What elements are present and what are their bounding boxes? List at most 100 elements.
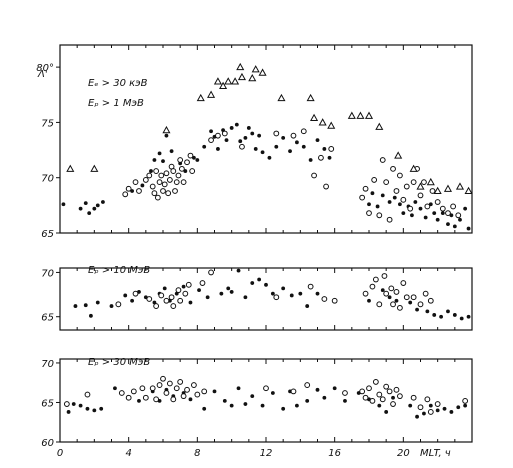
data-point-filled-circle <box>229 290 234 294</box>
data-point-filled-circle <box>140 183 145 188</box>
data-point-filled-circle <box>130 298 135 303</box>
data-point-filled-circle <box>315 387 320 392</box>
data-point-open-circle <box>208 269 214 276</box>
data-point-filled-circle <box>305 304 310 308</box>
data-point-open-circle <box>161 181 168 188</box>
data-point-open-triangle <box>277 93 286 102</box>
data-point-filled-circle <box>101 200 105 204</box>
data-point-open-circle <box>383 290 390 297</box>
data-point-open-circle <box>397 172 403 179</box>
data-point-open-triangle <box>318 118 327 126</box>
data-point-open-circle <box>439 205 446 212</box>
data-point-filled-circle <box>257 277 262 282</box>
data-point-open-circle <box>376 212 383 219</box>
data-point-open-circle <box>407 205 414 212</box>
y-tick-label: 70 <box>41 174 54 185</box>
data-point-filled-circle <box>205 295 210 300</box>
data-point-open-triangle <box>375 122 384 130</box>
data-point-filled-circle <box>315 138 320 143</box>
data-point-filled-circle <box>264 282 268 287</box>
data-point-open-circle <box>149 183 156 190</box>
data-point-filled-circle <box>92 206 97 211</box>
data-point-open-triangle <box>416 182 425 190</box>
data-point-open-triangle <box>90 164 99 172</box>
data-point-open-circle <box>427 297 434 304</box>
x-tick-label: 8 <box>194 448 200 459</box>
data-point-open-circle <box>369 397 376 404</box>
data-point-filled-circle <box>301 144 306 149</box>
data-point-open-circle <box>273 130 280 137</box>
x-tick-label: 16 <box>328 448 341 459</box>
data-point-open-circle <box>383 383 390 390</box>
data-point-open-circle <box>166 380 173 387</box>
data-point-filled-circle <box>212 389 217 394</box>
data-point-open-circle <box>178 165 185 172</box>
y-tick-label: 70 <box>41 268 54 279</box>
data-point-open-triangle <box>248 73 257 82</box>
data-point-open-circle <box>422 290 429 297</box>
data-point-open-triangle <box>236 62 245 71</box>
data-point-open-circle <box>221 130 228 137</box>
data-point-open-circle <box>366 385 372 392</box>
data-point-filled-circle <box>295 403 299 408</box>
data-point-open-circle <box>136 188 142 194</box>
data-point-filled-circle <box>71 402 76 406</box>
data-point-filled-circle <box>432 313 437 317</box>
data-point-open-circle <box>417 301 424 308</box>
data-point-open-circle <box>177 157 184 163</box>
data-point-open-circle <box>362 290 369 297</box>
data-point-open-triangle <box>464 186 473 195</box>
data-point-filled-circle <box>109 304 114 308</box>
data-point-open-circle <box>170 168 177 174</box>
data-point-open-circle <box>397 304 403 311</box>
data-point-open-triangle <box>258 68 267 76</box>
data-point-open-triangle <box>409 164 418 172</box>
data-point-filled-circle <box>169 149 174 154</box>
data-point-filled-circle <box>384 410 389 414</box>
data-point-open-circle <box>156 179 163 186</box>
y-tick-label: 70 <box>41 359 54 370</box>
data-point-open-circle <box>263 385 269 392</box>
y-axis-title: Λ' <box>37 69 48 80</box>
data-point-open-triangle <box>213 77 222 85</box>
legend-entry: Eₚ > 1 МэВ <box>88 98 144 109</box>
data-point-filled-circle <box>452 224 457 229</box>
data-point-open-circle <box>125 185 132 192</box>
data-point-filled-circle <box>394 298 399 303</box>
data-point-filled-circle <box>92 408 97 413</box>
data-point-open-circle <box>379 157 386 163</box>
data-point-filled-circle <box>308 158 313 162</box>
data-point-open-circle <box>410 394 417 401</box>
panel-frame <box>59 267 473 331</box>
data-point-filled-circle <box>137 398 141 403</box>
data-point-open-circle <box>139 385 146 392</box>
data-point-filled-circle <box>367 298 371 303</box>
data-point-open-circle <box>381 273 388 279</box>
data-point-filled-circle <box>432 211 437 215</box>
data-point-filled-circle <box>209 129 213 134</box>
data-point-open-triangle <box>443 184 453 192</box>
data-point-filled-circle <box>257 133 262 138</box>
data-point-open-circle <box>328 146 335 152</box>
data-point-filled-circle <box>164 133 169 138</box>
data-point-open-circle <box>122 191 129 198</box>
legend-entry: Eₑ > 30 кэВ <box>88 78 148 89</box>
data-point-filled-circle <box>458 217 462 222</box>
x-tick-label: 0 <box>57 448 63 459</box>
data-point-filled-circle <box>415 414 419 419</box>
data-point-filled-circle <box>238 139 243 144</box>
data-point-open-circle <box>397 393 403 400</box>
data-point-filled-circle <box>380 288 385 293</box>
data-point-filled-circle <box>87 211 92 215</box>
data-point-open-triangle <box>224 77 233 85</box>
data-point-filled-circle <box>250 394 255 399</box>
data-point-open-circle <box>410 179 417 186</box>
data-point-open-triangle <box>306 93 315 102</box>
x-tick-label: 4 <box>125 448 131 459</box>
data-point-filled-circle <box>222 398 227 403</box>
data-point-open-circle <box>180 393 187 400</box>
data-point-open-circle <box>125 394 132 401</box>
data-point-open-triangle <box>364 111 374 119</box>
panel-top: 65 70 75 80°Λ' Eₑ > 30 кэВ Eₚ > 1 МэВ <box>36 44 473 240</box>
data-point-open-circle <box>180 179 187 186</box>
